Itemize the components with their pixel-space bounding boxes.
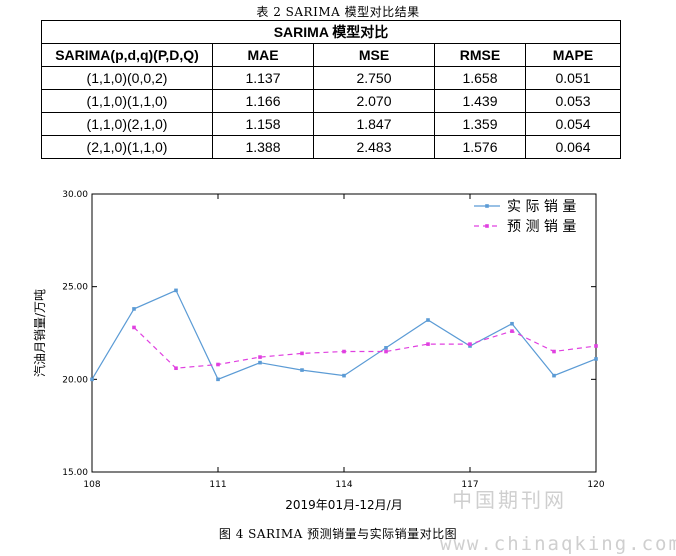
table-caption: 表 2 SARIMA 模型对比结果 bbox=[256, 5, 420, 19]
cell-mse: 2.070 bbox=[313, 89, 435, 113]
predicted-sales-point bbox=[216, 362, 220, 367]
cell-rmse: 1.439 bbox=[434, 89, 526, 113]
actual-sales-point bbox=[552, 373, 556, 378]
x-tick-label: 111 bbox=[209, 480, 226, 490]
cell-mae: 1.158 bbox=[212, 112, 314, 136]
actual-sales-point bbox=[132, 307, 136, 311]
predicted-sales-line bbox=[133, 326, 597, 369]
cell-rmse: 1.359 bbox=[434, 112, 526, 136]
cell-rmse: 1.658 bbox=[434, 66, 526, 90]
cell-rmse: 1.576 bbox=[434, 135, 526, 159]
header-rmse: RMSE bbox=[434, 43, 526, 67]
predicted-sales-point bbox=[174, 366, 178, 371]
predicted-sales-point bbox=[552, 349, 556, 354]
figure-caption: 图 4 SARIMA 预测销量与实际销量对比图 bbox=[218, 527, 458, 541]
cell-model: (2,1,0)(1,1,0) bbox=[41, 135, 213, 159]
actual-sales-point bbox=[510, 321, 514, 326]
header-mae: MAE bbox=[212, 43, 314, 67]
cell-mae: 1.388 bbox=[212, 135, 314, 159]
series-layer bbox=[90, 288, 598, 382]
predicted-sales-point bbox=[510, 329, 514, 333]
legend-marker bbox=[485, 204, 489, 208]
y-axis-label: 汽油月销量/万吨 bbox=[32, 289, 47, 377]
cell-mse: 2.483 bbox=[313, 135, 435, 159]
actual-sales-point bbox=[594, 357, 598, 361]
actual-sales-point bbox=[468, 344, 472, 348]
sales-comparison-chart: 108 111 114 117 120 15.00 20.00 25.00 30.00 实 际 … bbox=[32, 190, 605, 512]
predicted-sales-point bbox=[132, 325, 136, 330]
results-table: SARIMA 模型对比 SARIMA(p,d,q)(P,D,Q) MAE MSE… bbox=[41, 20, 621, 159]
actual-sales-point bbox=[258, 360, 262, 365]
cell-mape: 0.054 bbox=[525, 112, 621, 136]
cell-mse: 1.847 bbox=[313, 112, 435, 136]
y-tick-label: 25.00 bbox=[62, 283, 88, 293]
cell-model: (1,1,0)(2,1,0) bbox=[41, 112, 213, 136]
header-mape: MAPE bbox=[525, 43, 621, 67]
axis-ticks: 108 111 114 117 120 15.00 20.00 25.00 30.00 bbox=[62, 190, 605, 490]
table-row: (1,1,0)(2,1,0) 1.158 1.847 1.359 0.054 bbox=[41, 112, 621, 136]
cell-model: (1,1,0)(1,1,0) bbox=[41, 89, 213, 113]
x-tick-label: 120 bbox=[587, 480, 604, 490]
actual-sales-point bbox=[426, 318, 430, 322]
cell-model: (1,1,0)(0,0,2) bbox=[41, 66, 213, 90]
predicted-sales-point bbox=[300, 351, 304, 356]
actual-sales-point bbox=[216, 377, 220, 382]
table-title: SARIMA 模型对比 bbox=[41, 20, 621, 44]
plot-frame bbox=[91, 193, 597, 473]
header-model: SARIMA(p,d,q)(P,D,Q) bbox=[41, 43, 213, 67]
actual-sales-point bbox=[384, 346, 388, 350]
cell-mse: 2.750 bbox=[313, 66, 435, 90]
predicted-sales-point bbox=[258, 355, 262, 359]
table-header-row: SARIMA(p,d,q)(P,D,Q) MAE MSE RMSE MAPE bbox=[41, 43, 621, 67]
actual-sales-point bbox=[174, 288, 178, 293]
actual-sales-point bbox=[90, 377, 94, 382]
cell-mae: 1.166 bbox=[212, 89, 314, 113]
header-mse: MSE bbox=[313, 43, 435, 67]
watermark-url: www.chinaqking.com bbox=[440, 533, 676, 555]
legend: 实 际 销 量预 测 销 量 bbox=[474, 199, 576, 235]
table-row: (1,1,0)(0,0,2) 1.137 2.750 1.658 0.051 bbox=[41, 66, 621, 90]
actual-sales-point bbox=[300, 368, 304, 372]
table-row: (1,1,0)(1,1,0) 1.166 2.070 1.439 0.053 bbox=[41, 89, 621, 113]
predicted-sales-point bbox=[426, 342, 430, 346]
actual-sales-point bbox=[342, 373, 346, 378]
legend-actual-label: 实 际 销 量 bbox=[507, 199, 576, 215]
y-tick-label: 20.00 bbox=[62, 375, 88, 385]
legend-predicted-label: 预 测 销 量 bbox=[507, 219, 576, 235]
table-row: (2,1,0)(1,1,0) 1.388 2.483 1.576 0.064 bbox=[41, 135, 621, 159]
predicted-sales-point bbox=[384, 349, 388, 354]
y-tick-label: 15.00 bbox=[62, 468, 88, 478]
predicted-sales-point bbox=[468, 342, 472, 346]
legend-marker bbox=[485, 224, 489, 228]
cell-mape: 0.053 bbox=[525, 89, 621, 113]
predicted-sales-point bbox=[594, 344, 598, 348]
cell-mape: 0.064 bbox=[525, 135, 621, 159]
y-tick-label: 30.00 bbox=[62, 190, 88, 200]
x-tick-label: 108 bbox=[83, 480, 100, 490]
watermark-cn: 中国期刊网 bbox=[452, 488, 567, 512]
cell-mape: 0.051 bbox=[525, 66, 621, 90]
x-tick-label: 114 bbox=[335, 480, 352, 490]
x-tick-label: 117 bbox=[461, 480, 478, 490]
x-axis-label: 2019年01月-12月/月 bbox=[285, 498, 402, 512]
predicted-sales-point bbox=[342, 349, 346, 354]
cell-mae: 1.137 bbox=[212, 66, 314, 90]
